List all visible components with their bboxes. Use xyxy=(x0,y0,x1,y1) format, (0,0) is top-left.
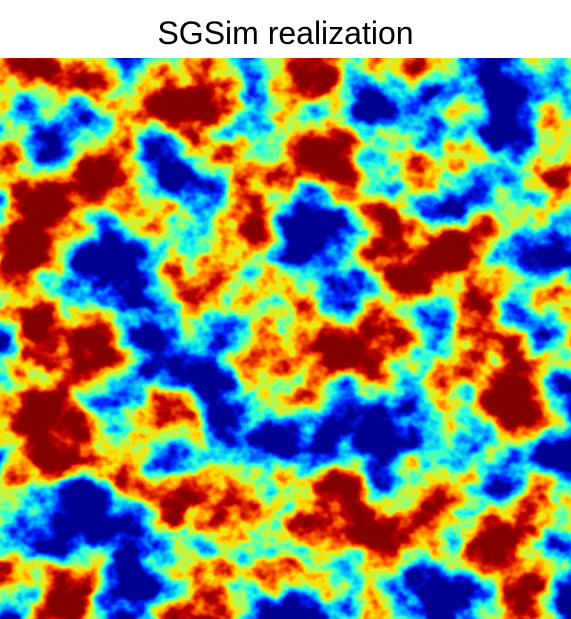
realization-grain xyxy=(0,58,571,619)
realization-field xyxy=(0,58,571,619)
realization-image xyxy=(0,58,571,619)
figure-title: SGSim realization xyxy=(157,15,414,51)
